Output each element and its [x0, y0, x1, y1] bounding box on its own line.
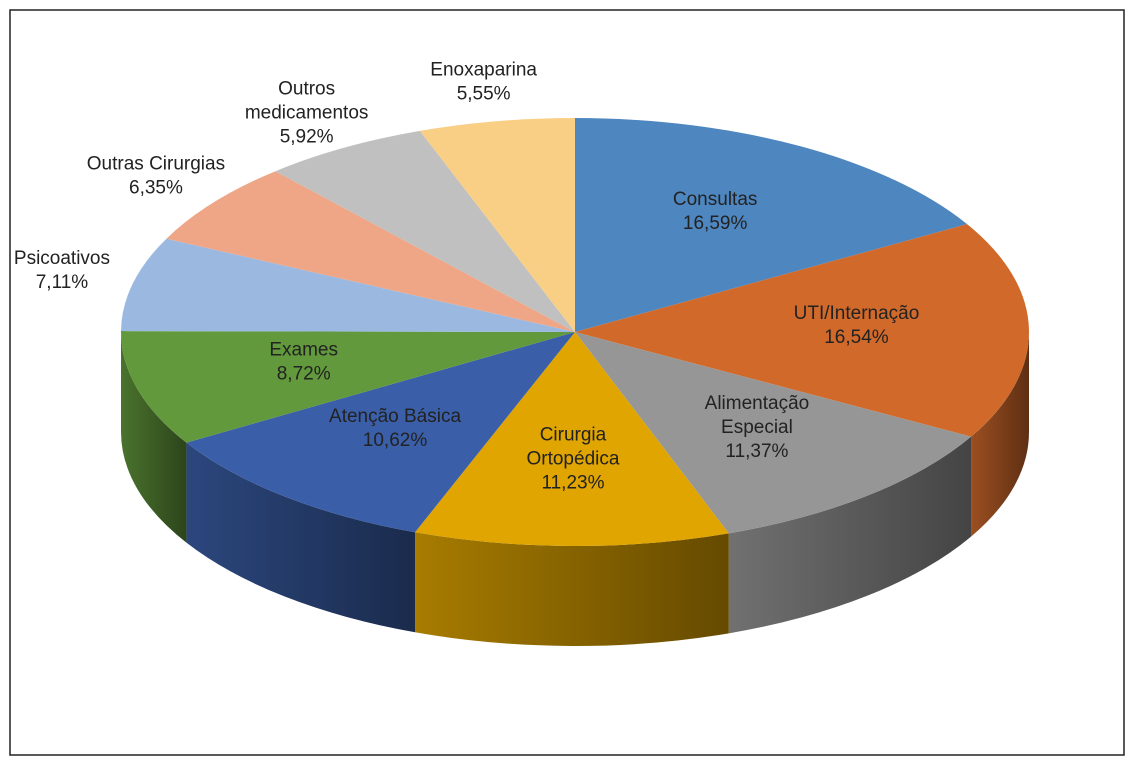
slice-value-label: 16,59% — [683, 213, 748, 234]
slice — [575, 224, 1029, 437]
slice-label-line: Cirurgia — [540, 425, 607, 446]
slice — [419, 118, 575, 332]
slice — [575, 118, 968, 332]
slice-label: Outras Cirurgias — [87, 154, 225, 175]
slice-value-label: 16,54% — [824, 327, 889, 348]
slice — [415, 332, 729, 546]
slice — [186, 332, 575, 533]
slice-label-line: Ortopédica — [526, 449, 619, 470]
slice-value-label: 5,55% — [457, 84, 511, 105]
slice — [166, 171, 575, 332]
slice-side — [121, 332, 187, 543]
slice-label: Exames — [269, 339, 338, 360]
slice-label: Cirurgia Ortopédica — [526, 425, 619, 470]
slice-label: Alimentação Especial — [705, 393, 810, 438]
slice-label: Atenção Básica — [329, 406, 461, 427]
slice — [121, 238, 575, 332]
slice-side — [186, 442, 416, 633]
slice-value-label: 5,92% — [280, 126, 334, 147]
slice — [275, 130, 575, 332]
slice-value-label: 6,35% — [129, 178, 183, 199]
slice-label-line: Outros — [278, 78, 335, 99]
slice-label: Enoxaparina — [430, 60, 537, 81]
slice-label: Psicoativos — [14, 248, 110, 269]
slice — [121, 331, 576, 443]
slice-side — [415, 532, 729, 646]
slice — [575, 332, 972, 534]
slice-side — [728, 436, 972, 634]
slice-label: Consultas — [673, 189, 758, 210]
slice-label: Outros medicamentos — [245, 78, 369, 123]
slice-value-label: 7,11% — [36, 272, 89, 293]
slice-value-label: 8,72% — [277, 363, 331, 384]
slice-label-line: Especial — [721, 417, 793, 438]
slice-label-line: Alimentação — [705, 393, 810, 414]
slice-value-label: 11,37% — [725, 441, 788, 462]
slice-value-label: 10,62% — [363, 430, 428, 451]
slice-side — [971, 332, 1029, 537]
slice-value-label: 11,23% — [541, 473, 604, 494]
slice-label: UTI/Internação — [794, 303, 920, 324]
slice-label-line: medicamentos — [245, 102, 369, 123]
